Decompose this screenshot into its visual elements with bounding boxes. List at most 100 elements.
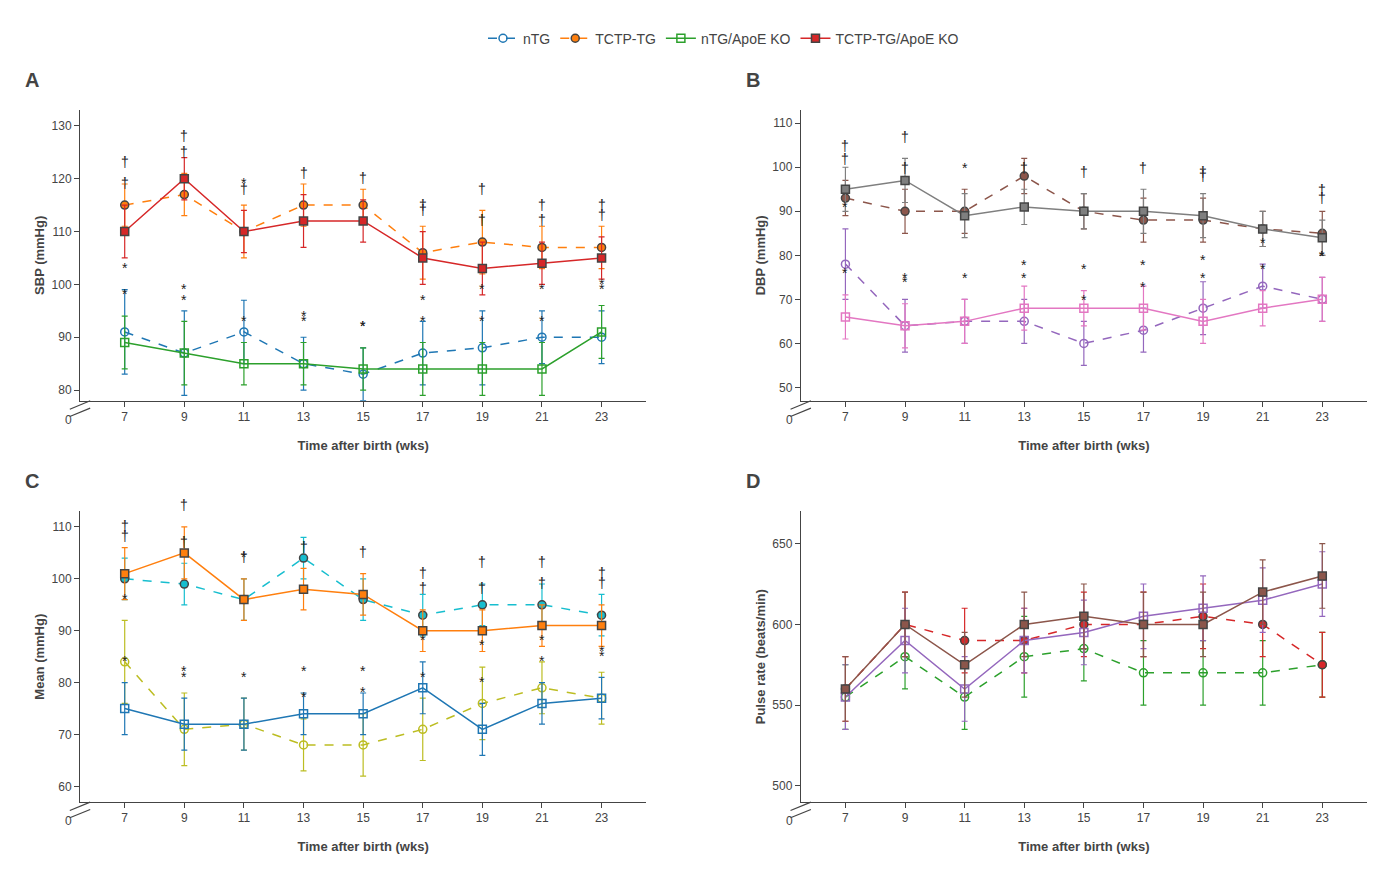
svg-text:Mean (mmHg): Mean (mmHg) (32, 614, 47, 700)
svg-text:†: † (121, 154, 129, 170)
svg-text:*: * (599, 643, 605, 659)
svg-text:A: A (25, 69, 39, 91)
svg-text:*: * (479, 637, 485, 653)
svg-text:†: † (419, 580, 427, 596)
svg-text:*: * (301, 313, 307, 329)
svg-text:*: * (842, 199, 848, 215)
svg-text:19: 19 (1196, 811, 1210, 825)
svg-text:B: B (746, 69, 760, 91)
svg-text:23: 23 (595, 811, 609, 825)
svg-text:11: 11 (238, 811, 251, 825)
svg-text:80: 80 (779, 249, 793, 263)
svg-text:†: † (419, 202, 427, 218)
svg-text:†: † (478, 212, 486, 228)
svg-text:7: 7 (842, 410, 849, 424)
svg-text:23: 23 (1316, 410, 1330, 424)
svg-text:19: 19 (1196, 410, 1210, 424)
svg-text:Time after birth (wks): Time after birth (wks) (1018, 839, 1149, 854)
svg-text:†: † (240, 549, 248, 565)
svg-text:80: 80 (58, 383, 72, 397)
svg-text:110: 110 (773, 116, 792, 130)
svg-text:21: 21 (1256, 410, 1270, 424)
svg-text:*: * (599, 281, 605, 297)
svg-text:*: * (1260, 261, 1266, 277)
svg-text:7: 7 (121, 811, 128, 825)
svg-text:11: 11 (238, 410, 251, 424)
svg-text:23: 23 (1316, 811, 1330, 825)
svg-text:*: * (539, 313, 545, 329)
svg-text:Time after birth (wks): Time after birth (wks) (298, 839, 429, 854)
svg-text:Time after birth (wks): Time after birth (wks) (1018, 438, 1149, 453)
svg-text:11: 11 (958, 410, 971, 424)
svg-text:†: † (240, 181, 248, 197)
svg-text:†: † (180, 534, 188, 550)
svg-text:*: * (301, 308, 307, 324)
svg-text:17: 17 (416, 410, 430, 424)
svg-text:110: 110 (52, 225, 71, 239)
svg-text:†: † (121, 528, 129, 544)
svg-text:TCTP-TG/ApoE KO: TCTP-TG/ApoE KO (835, 31, 958, 47)
svg-text:90: 90 (779, 204, 793, 218)
svg-text:*: * (1319, 248, 1325, 264)
svg-text:SBP (mmHg): SBP (mmHg) (32, 216, 47, 295)
svg-text:*: * (122, 286, 128, 302)
svg-text:600: 600 (772, 618, 792, 632)
svg-text:†: † (121, 175, 129, 191)
svg-text:0: 0 (65, 814, 72, 828)
svg-text:*: * (479, 313, 485, 329)
svg-text:†: † (180, 128, 188, 144)
svg-text:*: * (479, 674, 485, 690)
svg-text:13: 13 (297, 811, 311, 825)
svg-text:*: * (539, 632, 545, 648)
svg-text:9: 9 (902, 811, 909, 825)
svg-text:†: † (478, 554, 486, 570)
svg-text:7: 7 (121, 410, 128, 424)
svg-text:nTG/ApoE KO: nTG/ApoE KO (701, 31, 791, 47)
svg-text:130: 130 (52, 119, 72, 133)
svg-text:†: † (598, 565, 606, 581)
svg-text:120: 120 (52, 172, 72, 186)
svg-text:*: * (539, 653, 545, 669)
svg-text:Pulse rate (beats/min): Pulse rate (beats/min) (753, 589, 768, 724)
svg-text:†: † (1020, 160, 1028, 176)
svg-text:*: * (181, 281, 187, 297)
svg-text:15: 15 (356, 811, 370, 825)
svg-text:†: † (419, 565, 427, 581)
svg-text:70: 70 (779, 293, 793, 307)
svg-text:†: † (121, 518, 129, 534)
svg-text:17: 17 (416, 811, 430, 825)
svg-text:*: * (1021, 270, 1027, 286)
svg-text:*: * (1200, 270, 1206, 286)
svg-text:*: * (122, 260, 128, 276)
svg-text:13: 13 (297, 410, 311, 424)
svg-text:DBP (mmHg): DBP (mmHg) (753, 215, 768, 295)
svg-text:†: † (180, 144, 188, 160)
svg-text:17: 17 (1137, 811, 1151, 825)
svg-text:TCTP-TG: TCTP-TG (595, 31, 656, 47)
svg-text:†: † (538, 554, 546, 570)
svg-text:*: * (360, 318, 366, 334)
svg-text:*: * (420, 632, 426, 648)
svg-text:0: 0 (786, 814, 793, 828)
svg-text:*: * (1081, 292, 1087, 308)
svg-text:*: * (181, 663, 187, 679)
svg-text:*: * (962, 160, 968, 176)
svg-text:90: 90 (58, 624, 72, 638)
svg-text:*: * (181, 669, 187, 685)
svg-text:*: * (1260, 235, 1266, 251)
svg-text:*: * (420, 313, 426, 329)
svg-text:*: * (360, 318, 366, 334)
svg-text:19: 19 (476, 410, 490, 424)
svg-text:†: † (598, 207, 606, 223)
svg-text:*: * (360, 663, 366, 679)
svg-text:15: 15 (1077, 410, 1091, 424)
svg-text:*: * (1200, 252, 1206, 268)
svg-text:C: C (25, 470, 39, 492)
svg-text:13: 13 (1018, 410, 1032, 424)
svg-text:100: 100 (52, 572, 72, 586)
svg-text:17: 17 (1137, 410, 1151, 424)
svg-text:*: * (902, 270, 908, 286)
svg-text:†: † (1139, 160, 1147, 176)
svg-text:†: † (598, 197, 606, 213)
svg-text:*: * (181, 292, 187, 308)
